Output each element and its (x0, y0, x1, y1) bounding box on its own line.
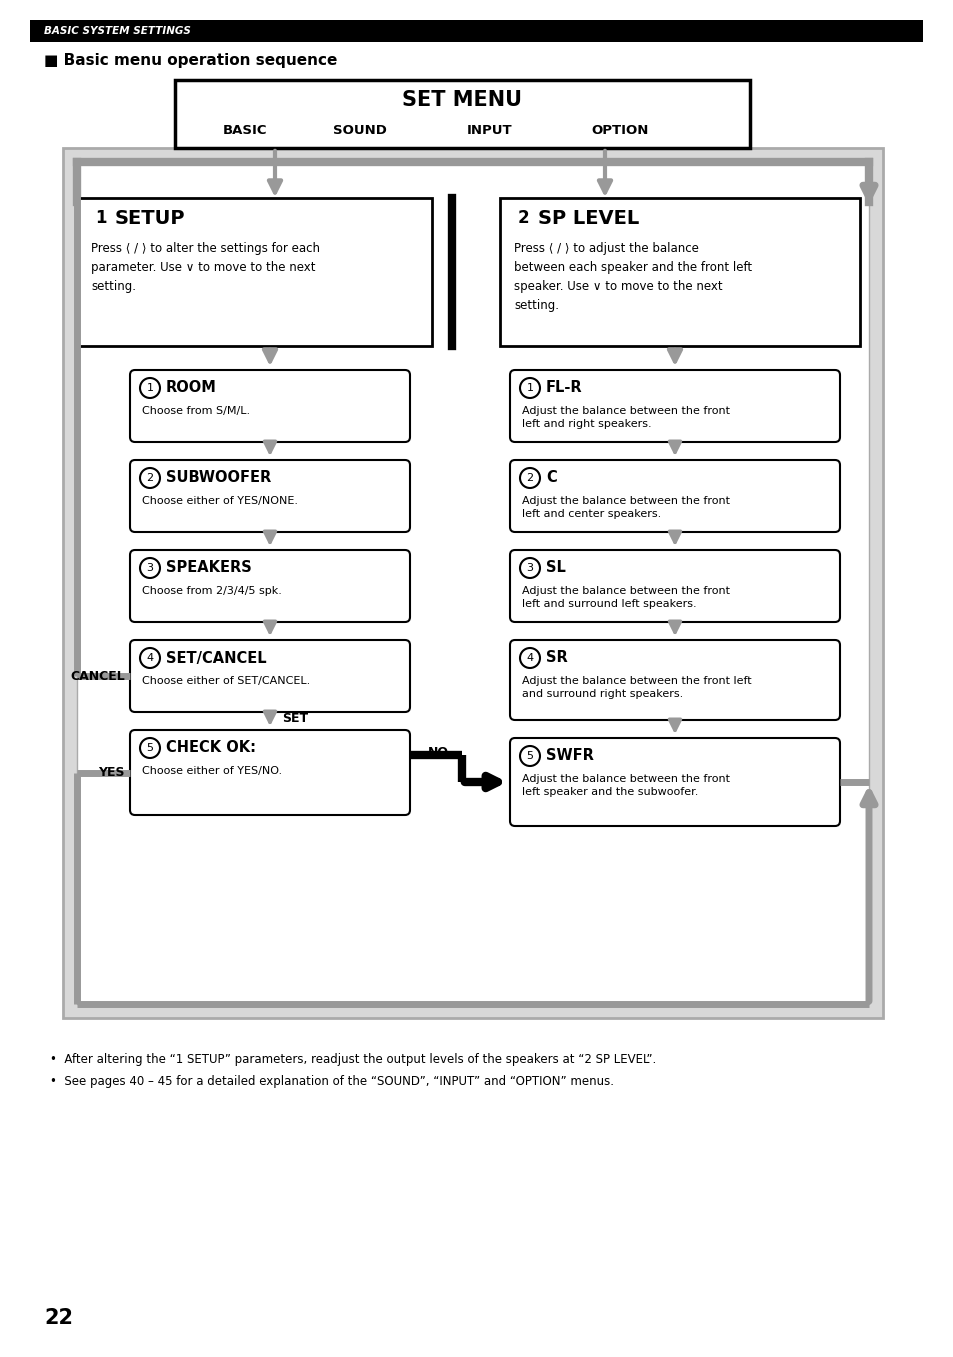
Text: Press ⟨ / ⟩ to alter the settings for each
parameter. Use ∨ to move to the next
: Press ⟨ / ⟩ to alter the settings for ea… (91, 242, 319, 293)
Text: 1: 1 (526, 383, 533, 394)
Text: CHECK OK:: CHECK OK: (166, 741, 255, 756)
Text: 2: 2 (526, 474, 533, 483)
Text: Adjust the balance between the front
left and surround left speakers.: Adjust the balance between the front lef… (521, 586, 729, 609)
Text: 5: 5 (526, 750, 533, 761)
Text: CANCEL: CANCEL (71, 669, 125, 683)
FancyBboxPatch shape (510, 550, 840, 622)
Text: 4: 4 (526, 653, 533, 664)
Circle shape (140, 379, 160, 398)
Text: Choose either of SET/CANCEL.: Choose either of SET/CANCEL. (142, 676, 310, 687)
Bar (77, 198, 432, 346)
Circle shape (140, 649, 160, 668)
Text: 2: 2 (146, 474, 153, 483)
Text: Adjust the balance between the front
left and center speakers.: Adjust the balance between the front lef… (521, 497, 729, 520)
Text: YES: YES (98, 765, 125, 779)
FancyBboxPatch shape (130, 641, 410, 712)
Text: ROOM: ROOM (166, 380, 216, 395)
Text: SPEAKERS: SPEAKERS (166, 560, 252, 575)
Text: BASIC SYSTEM SETTINGS: BASIC SYSTEM SETTINGS (44, 26, 191, 37)
Text: •  After altering the “1 SETUP” parameters, readjust the output levels of the sp: • After altering the “1 SETUP” parameter… (50, 1053, 656, 1067)
Text: Adjust the balance between the front
left speaker and the subwoofer.: Adjust the balance between the front lef… (521, 773, 729, 797)
Text: 22: 22 (44, 1308, 73, 1329)
Text: SET/CANCEL: SET/CANCEL (166, 650, 266, 665)
Text: SET MENU: SET MENU (402, 90, 522, 110)
Text: BASIC: BASIC (222, 123, 267, 137)
Text: Choose from 2/3/4/5 spk.: Choose from 2/3/4/5 spk. (142, 586, 281, 596)
Bar (77, 161, 868, 1004)
Bar (499, 198, 859, 346)
FancyBboxPatch shape (510, 460, 840, 532)
Text: •  See pages 40 – 45 for a detailed explanation of the “SOUND”, “INPUT” and “OPT: • See pages 40 – 45 for a detailed expla… (50, 1075, 614, 1088)
Text: Choose from S/M/L.: Choose from S/M/L. (142, 406, 250, 417)
Text: C: C (545, 471, 557, 486)
Text: 3: 3 (526, 563, 533, 573)
Text: SOUND: SOUND (333, 123, 387, 137)
Circle shape (519, 379, 539, 398)
Bar (63, 148, 882, 1018)
Text: 5: 5 (147, 744, 153, 753)
Circle shape (519, 468, 539, 489)
FancyBboxPatch shape (510, 738, 840, 826)
Text: SET: SET (282, 711, 308, 725)
FancyBboxPatch shape (130, 730, 410, 816)
Text: 4: 4 (146, 653, 153, 664)
Text: SP LEVEL: SP LEVEL (537, 209, 639, 228)
Text: Adjust the balance between the front left
and surround right speakers.: Adjust the balance between the front lef… (521, 676, 751, 699)
Bar (30, 20, 923, 42)
Circle shape (140, 738, 160, 759)
FancyBboxPatch shape (510, 370, 840, 442)
Text: SL: SL (545, 560, 565, 575)
Text: NO: NO (428, 745, 449, 759)
Text: Press ⟨ / ⟩ to adjust the balance
between each speaker and the front left
speake: Press ⟨ / ⟩ to adjust the balance betwee… (514, 242, 751, 312)
Text: INPUT: INPUT (467, 123, 513, 137)
Text: 2: 2 (517, 209, 529, 227)
Text: SWFR: SWFR (545, 749, 594, 764)
Circle shape (519, 746, 539, 765)
Text: ■ Basic menu operation sequence: ■ Basic menu operation sequence (44, 53, 337, 68)
FancyBboxPatch shape (130, 460, 410, 532)
Text: OPTION: OPTION (591, 123, 648, 137)
Text: Adjust the balance between the front
left and right speakers.: Adjust the balance between the front lef… (521, 406, 729, 429)
Text: 1: 1 (95, 209, 107, 227)
Circle shape (140, 558, 160, 578)
Bar (174, 80, 749, 148)
Circle shape (519, 649, 539, 668)
Text: Choose either of YES/NONE.: Choose either of YES/NONE. (142, 497, 297, 506)
Circle shape (140, 468, 160, 489)
Text: SETUP: SETUP (115, 209, 185, 228)
Circle shape (519, 558, 539, 578)
Text: FL-R: FL-R (545, 380, 582, 395)
Text: 1: 1 (147, 383, 153, 394)
Text: Choose either of YES/NO.: Choose either of YES/NO. (142, 765, 282, 776)
Text: SUBWOOFER: SUBWOOFER (166, 471, 271, 486)
FancyBboxPatch shape (510, 641, 840, 721)
FancyBboxPatch shape (130, 550, 410, 622)
Text: 3: 3 (147, 563, 153, 573)
Text: SR: SR (545, 650, 567, 665)
FancyBboxPatch shape (130, 370, 410, 442)
